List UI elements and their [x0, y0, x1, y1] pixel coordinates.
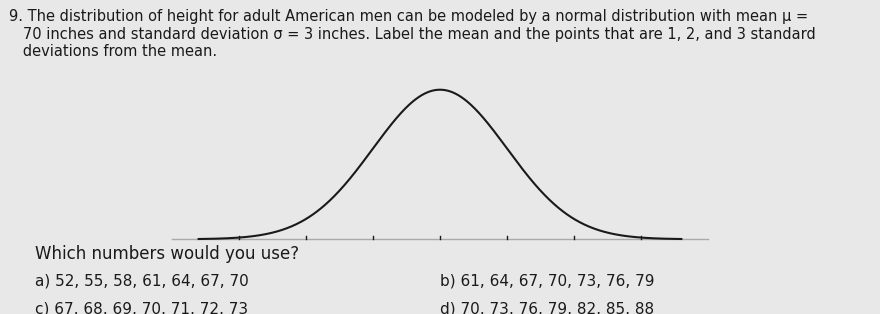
Text: Which numbers would you use?: Which numbers would you use?	[35, 245, 299, 263]
Text: d) 70, 73, 76, 79, 82, 85, 88: d) 70, 73, 76, 79, 82, 85, 88	[440, 301, 654, 314]
Text: c) 67, 68, 69, 70, 71, 72, 73: c) 67, 68, 69, 70, 71, 72, 73	[35, 301, 248, 314]
Text: a) 52, 55, 58, 61, 64, 67, 70: a) 52, 55, 58, 61, 64, 67, 70	[35, 273, 249, 288]
Text: b) 61, 64, 67, 70, 73, 76, 79: b) 61, 64, 67, 70, 73, 76, 79	[440, 273, 655, 288]
Text: 9. The distribution of height for adult American men can be modeled by a normal : 9. The distribution of height for adult …	[9, 9, 816, 59]
